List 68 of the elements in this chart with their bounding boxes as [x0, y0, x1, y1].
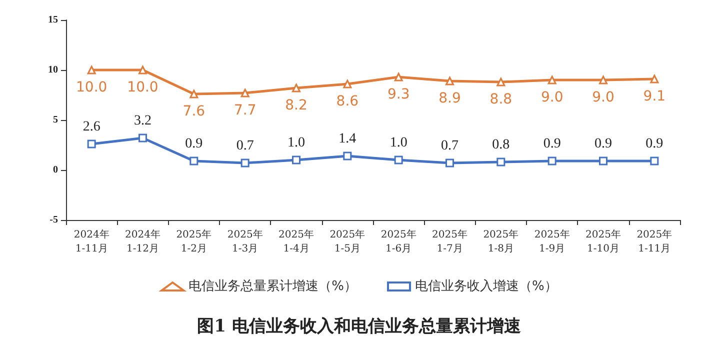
point	[138, 66, 147, 74]
point	[87, 140, 96, 148]
point	[548, 76, 556, 84]
x-tick-label: 2025年 1-4月	[278, 228, 314, 254]
point	[138, 134, 147, 142]
legend-label: 电信业务总量累计增速（%）	[188, 279, 358, 294]
x-tick-label: 2025年 1-2月	[176, 228, 212, 254]
point	[446, 158, 454, 168]
point	[190, 90, 198, 98]
y-tick-label: -5	[50, 214, 58, 226]
x-tick-label: 2025年 1-5月	[330, 228, 366, 254]
data-label: 1.4	[338, 131, 356, 146]
data-label: 8.6	[336, 93, 359, 110]
point	[599, 156, 608, 166]
y-tick-label: 10	[48, 64, 58, 76]
data-label: 8.2	[285, 97, 308, 114]
x-tick-label: 2025年 1-3月	[227, 228, 263, 254]
x-tick-label: 2025年 1-8月	[483, 228, 519, 254]
x-tick-label: 2025年 1-6月	[380, 228, 416, 254]
x-tick-label: 2024年 1-12月	[125, 228, 160, 254]
data-label: 7.7	[234, 102, 256, 118]
point	[548, 156, 556, 166]
data-label: 0.7	[236, 138, 254, 154]
point	[650, 156, 659, 166]
data-label: 10.0	[127, 79, 158, 96]
data-label: 9.3	[387, 86, 410, 102]
y-tick-label: 5	[53, 114, 58, 126]
data-label: 9.1	[643, 88, 666, 104]
text: 图1 电信业务收入和电信业务总量累计增速	[197, 316, 521, 336]
data-label: 0.8	[492, 137, 510, 152]
point	[240, 158, 250, 168]
point	[496, 78, 506, 86]
legend-label: 电信业务收入增速（%）	[415, 279, 558, 294]
data-label: 3.2	[134, 113, 152, 128]
point	[496, 158, 506, 166]
point	[240, 88, 250, 98]
data-label: 7.6	[182, 103, 206, 120]
data-label: 1.0	[390, 135, 408, 150]
point	[446, 76, 454, 86]
x-tick-label: 2025年 1-7月	[432, 228, 468, 254]
point	[343, 152, 352, 160]
point	[190, 156, 198, 166]
point	[394, 72, 403, 82]
data-label: 1.0	[288, 135, 305, 150]
data-label: 9.0	[540, 89, 564, 106]
data-label: 0.7	[441, 138, 458, 154]
point	[343, 80, 352, 88]
data-label: 0.9	[185, 136, 203, 152]
data-label: 0.9	[594, 136, 612, 152]
x-tick-label: 2024年 1-11月	[74, 228, 110, 254]
y-tick-label: 0	[53, 164, 58, 176]
x-tick-label: 2025年 1-10月	[586, 228, 621, 254]
data-label: 9.0	[592, 89, 614, 106]
point	[599, 76, 608, 84]
point	[87, 66, 96, 74]
point	[394, 156, 403, 164]
data-label: 0.9	[543, 136, 561, 152]
point	[292, 156, 300, 164]
x-tick-label: 2025年 1-9月	[534, 228, 570, 254]
x-tick-label: 2025年 1-11月	[636, 228, 672, 254]
data-label: 8.8	[490, 91, 512, 108]
data-label: 10.0	[76, 79, 108, 96]
y-tick-label: 15	[48, 14, 58, 26]
point	[650, 74, 659, 84]
data-label: 0.9	[646, 136, 664, 152]
data-label: 2.6	[82, 119, 100, 134]
data-label: 8.9	[438, 90, 461, 106]
point	[292, 84, 300, 92]
